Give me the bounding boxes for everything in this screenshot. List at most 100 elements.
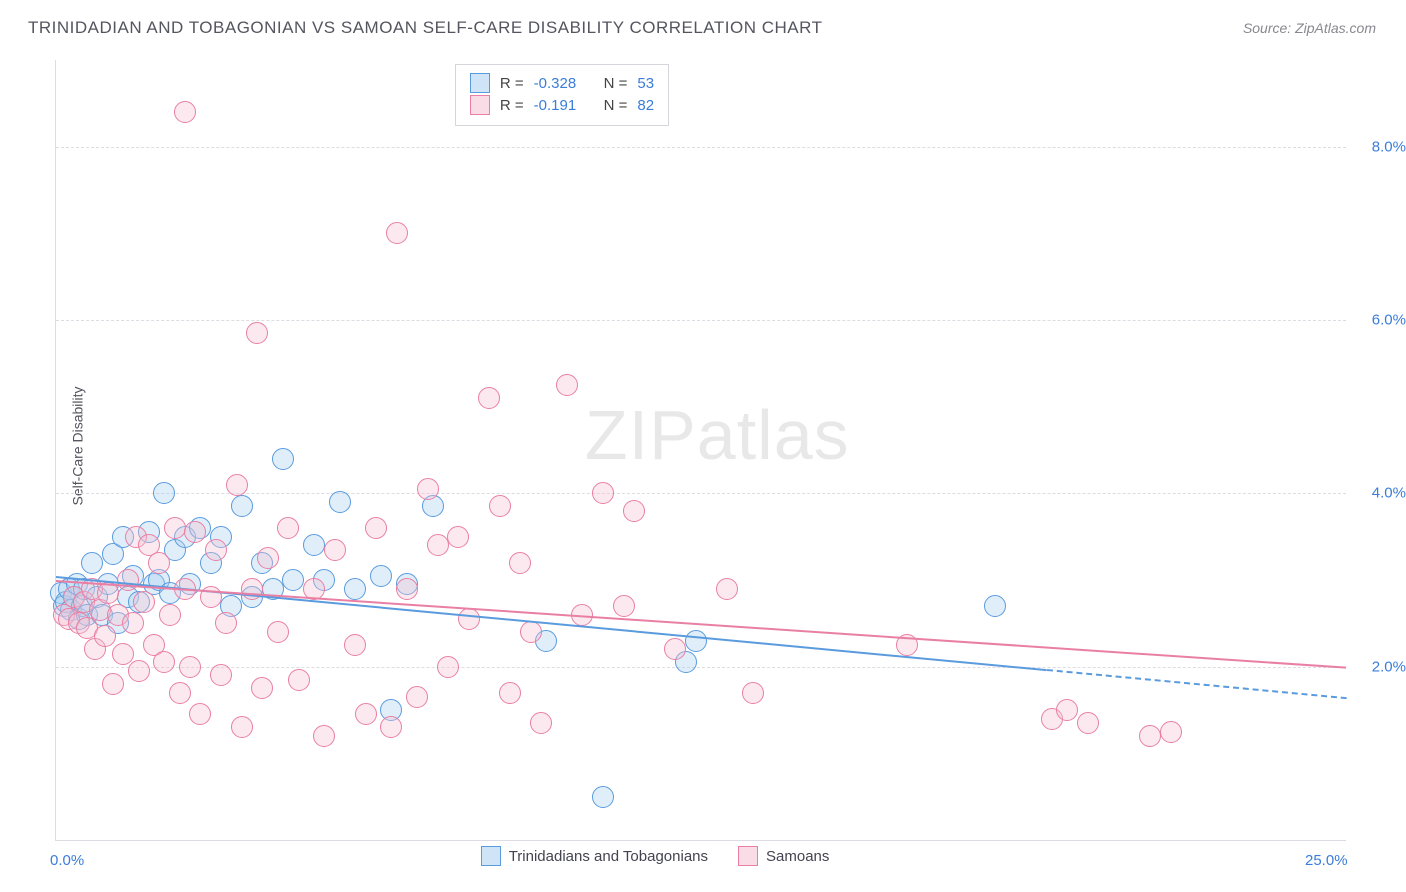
data-point bbox=[437, 656, 459, 678]
legend-item: Samoans bbox=[738, 846, 829, 866]
data-point bbox=[179, 656, 201, 678]
stats-r-value: -0.328 bbox=[534, 75, 594, 92]
gridline bbox=[56, 493, 1346, 494]
data-point bbox=[344, 578, 366, 600]
data-point bbox=[257, 547, 279, 569]
legend-swatch bbox=[738, 846, 758, 866]
data-point bbox=[386, 222, 408, 244]
data-point bbox=[509, 552, 531, 574]
data-point bbox=[613, 595, 635, 617]
data-point bbox=[458, 608, 480, 630]
data-point bbox=[169, 682, 191, 704]
data-point bbox=[81, 552, 103, 574]
data-point bbox=[313, 725, 335, 747]
source-prefix: Source: bbox=[1243, 20, 1295, 36]
data-point bbox=[365, 517, 387, 539]
data-point bbox=[102, 673, 124, 695]
watermark-light: atlas bbox=[697, 396, 850, 474]
data-point bbox=[664, 638, 686, 660]
stats-n-value: 53 bbox=[637, 75, 654, 92]
data-point bbox=[623, 500, 645, 522]
data-point bbox=[380, 716, 402, 738]
source-credit: Source: ZipAtlas.com bbox=[1243, 20, 1376, 36]
data-point bbox=[427, 534, 449, 556]
data-point bbox=[246, 322, 268, 344]
data-point bbox=[406, 686, 428, 708]
data-point bbox=[685, 630, 707, 652]
legend-label: Samoans bbox=[766, 848, 829, 865]
gridline bbox=[56, 320, 1346, 321]
data-point bbox=[478, 387, 500, 409]
data-point bbox=[288, 669, 310, 691]
watermark-bold: ZIP bbox=[585, 396, 697, 474]
data-point bbox=[282, 569, 304, 591]
gridline bbox=[56, 667, 1346, 668]
data-point bbox=[174, 101, 196, 123]
data-point bbox=[251, 677, 273, 699]
x-tick-label: 25.0% bbox=[1305, 852, 1348, 869]
stats-r-label: R = bbox=[500, 75, 524, 92]
data-point bbox=[329, 491, 351, 513]
data-point bbox=[530, 712, 552, 734]
y-tick-label: 6.0% bbox=[1356, 312, 1406, 329]
data-point bbox=[122, 612, 144, 634]
data-point bbox=[215, 612, 237, 634]
data-point bbox=[267, 621, 289, 643]
y-tick-label: 2.0% bbox=[1356, 658, 1406, 675]
chart-title: TRINIDADIAN AND TOBAGONIAN VS SAMOAN SEL… bbox=[28, 18, 822, 38]
data-point bbox=[153, 651, 175, 673]
data-point bbox=[164, 517, 186, 539]
legend-label: Trinidadians and Tobagonians bbox=[509, 848, 708, 865]
data-point bbox=[133, 591, 155, 613]
data-point bbox=[189, 703, 211, 725]
data-point bbox=[447, 526, 469, 548]
gridline bbox=[56, 147, 1346, 148]
data-point bbox=[324, 539, 346, 561]
data-point bbox=[396, 578, 418, 600]
data-point bbox=[344, 634, 366, 656]
data-point bbox=[272, 448, 294, 470]
data-point bbox=[231, 716, 253, 738]
data-point bbox=[1077, 712, 1099, 734]
data-point bbox=[117, 569, 139, 591]
data-point bbox=[592, 786, 614, 808]
stats-n-label: N = bbox=[604, 75, 628, 92]
data-point bbox=[303, 534, 325, 556]
data-point bbox=[153, 482, 175, 504]
data-point bbox=[355, 703, 377, 725]
stats-row: R =-0.191N =82 bbox=[470, 95, 654, 115]
data-point bbox=[370, 565, 392, 587]
data-point bbox=[417, 478, 439, 500]
data-point bbox=[1160, 721, 1182, 743]
stats-r-label: R = bbox=[500, 97, 524, 114]
stats-n-value: 82 bbox=[637, 97, 654, 114]
trend-line bbox=[1047, 669, 1346, 699]
data-point bbox=[226, 474, 248, 496]
data-point bbox=[184, 521, 206, 543]
legend-item: Trinidadians and Tobagonians bbox=[481, 846, 708, 866]
data-point bbox=[277, 517, 299, 539]
data-point bbox=[1056, 699, 1078, 721]
source-name: ZipAtlas.com bbox=[1295, 20, 1376, 36]
data-point bbox=[556, 374, 578, 396]
data-point bbox=[499, 682, 521, 704]
stats-row: R = -0.328 N = 53 bbox=[470, 73, 654, 93]
data-point bbox=[984, 595, 1006, 617]
data-point bbox=[159, 604, 181, 626]
data-point bbox=[592, 482, 614, 504]
y-tick-label: 8.0% bbox=[1356, 138, 1406, 155]
stats-r-value: -0.191 bbox=[534, 97, 594, 114]
scatter-plot-area: ZIPatlas 2.0%4.0%6.0%8.0% bbox=[55, 60, 1346, 841]
data-point bbox=[742, 682, 764, 704]
data-point bbox=[205, 539, 227, 561]
trend-line bbox=[56, 580, 1346, 669]
x-tick-label: 0.0% bbox=[50, 852, 84, 869]
data-point bbox=[210, 664, 232, 686]
data-point bbox=[520, 621, 542, 643]
legend-swatch bbox=[481, 846, 501, 866]
correlation-stats-box: R =-0.328N =53R =-0.191N =82 bbox=[455, 64, 669, 126]
data-point bbox=[489, 495, 511, 517]
data-point bbox=[128, 660, 150, 682]
bottom-legend: Trinidadians and Tobagonians Samoans bbox=[481, 846, 830, 866]
data-point bbox=[1139, 725, 1161, 747]
